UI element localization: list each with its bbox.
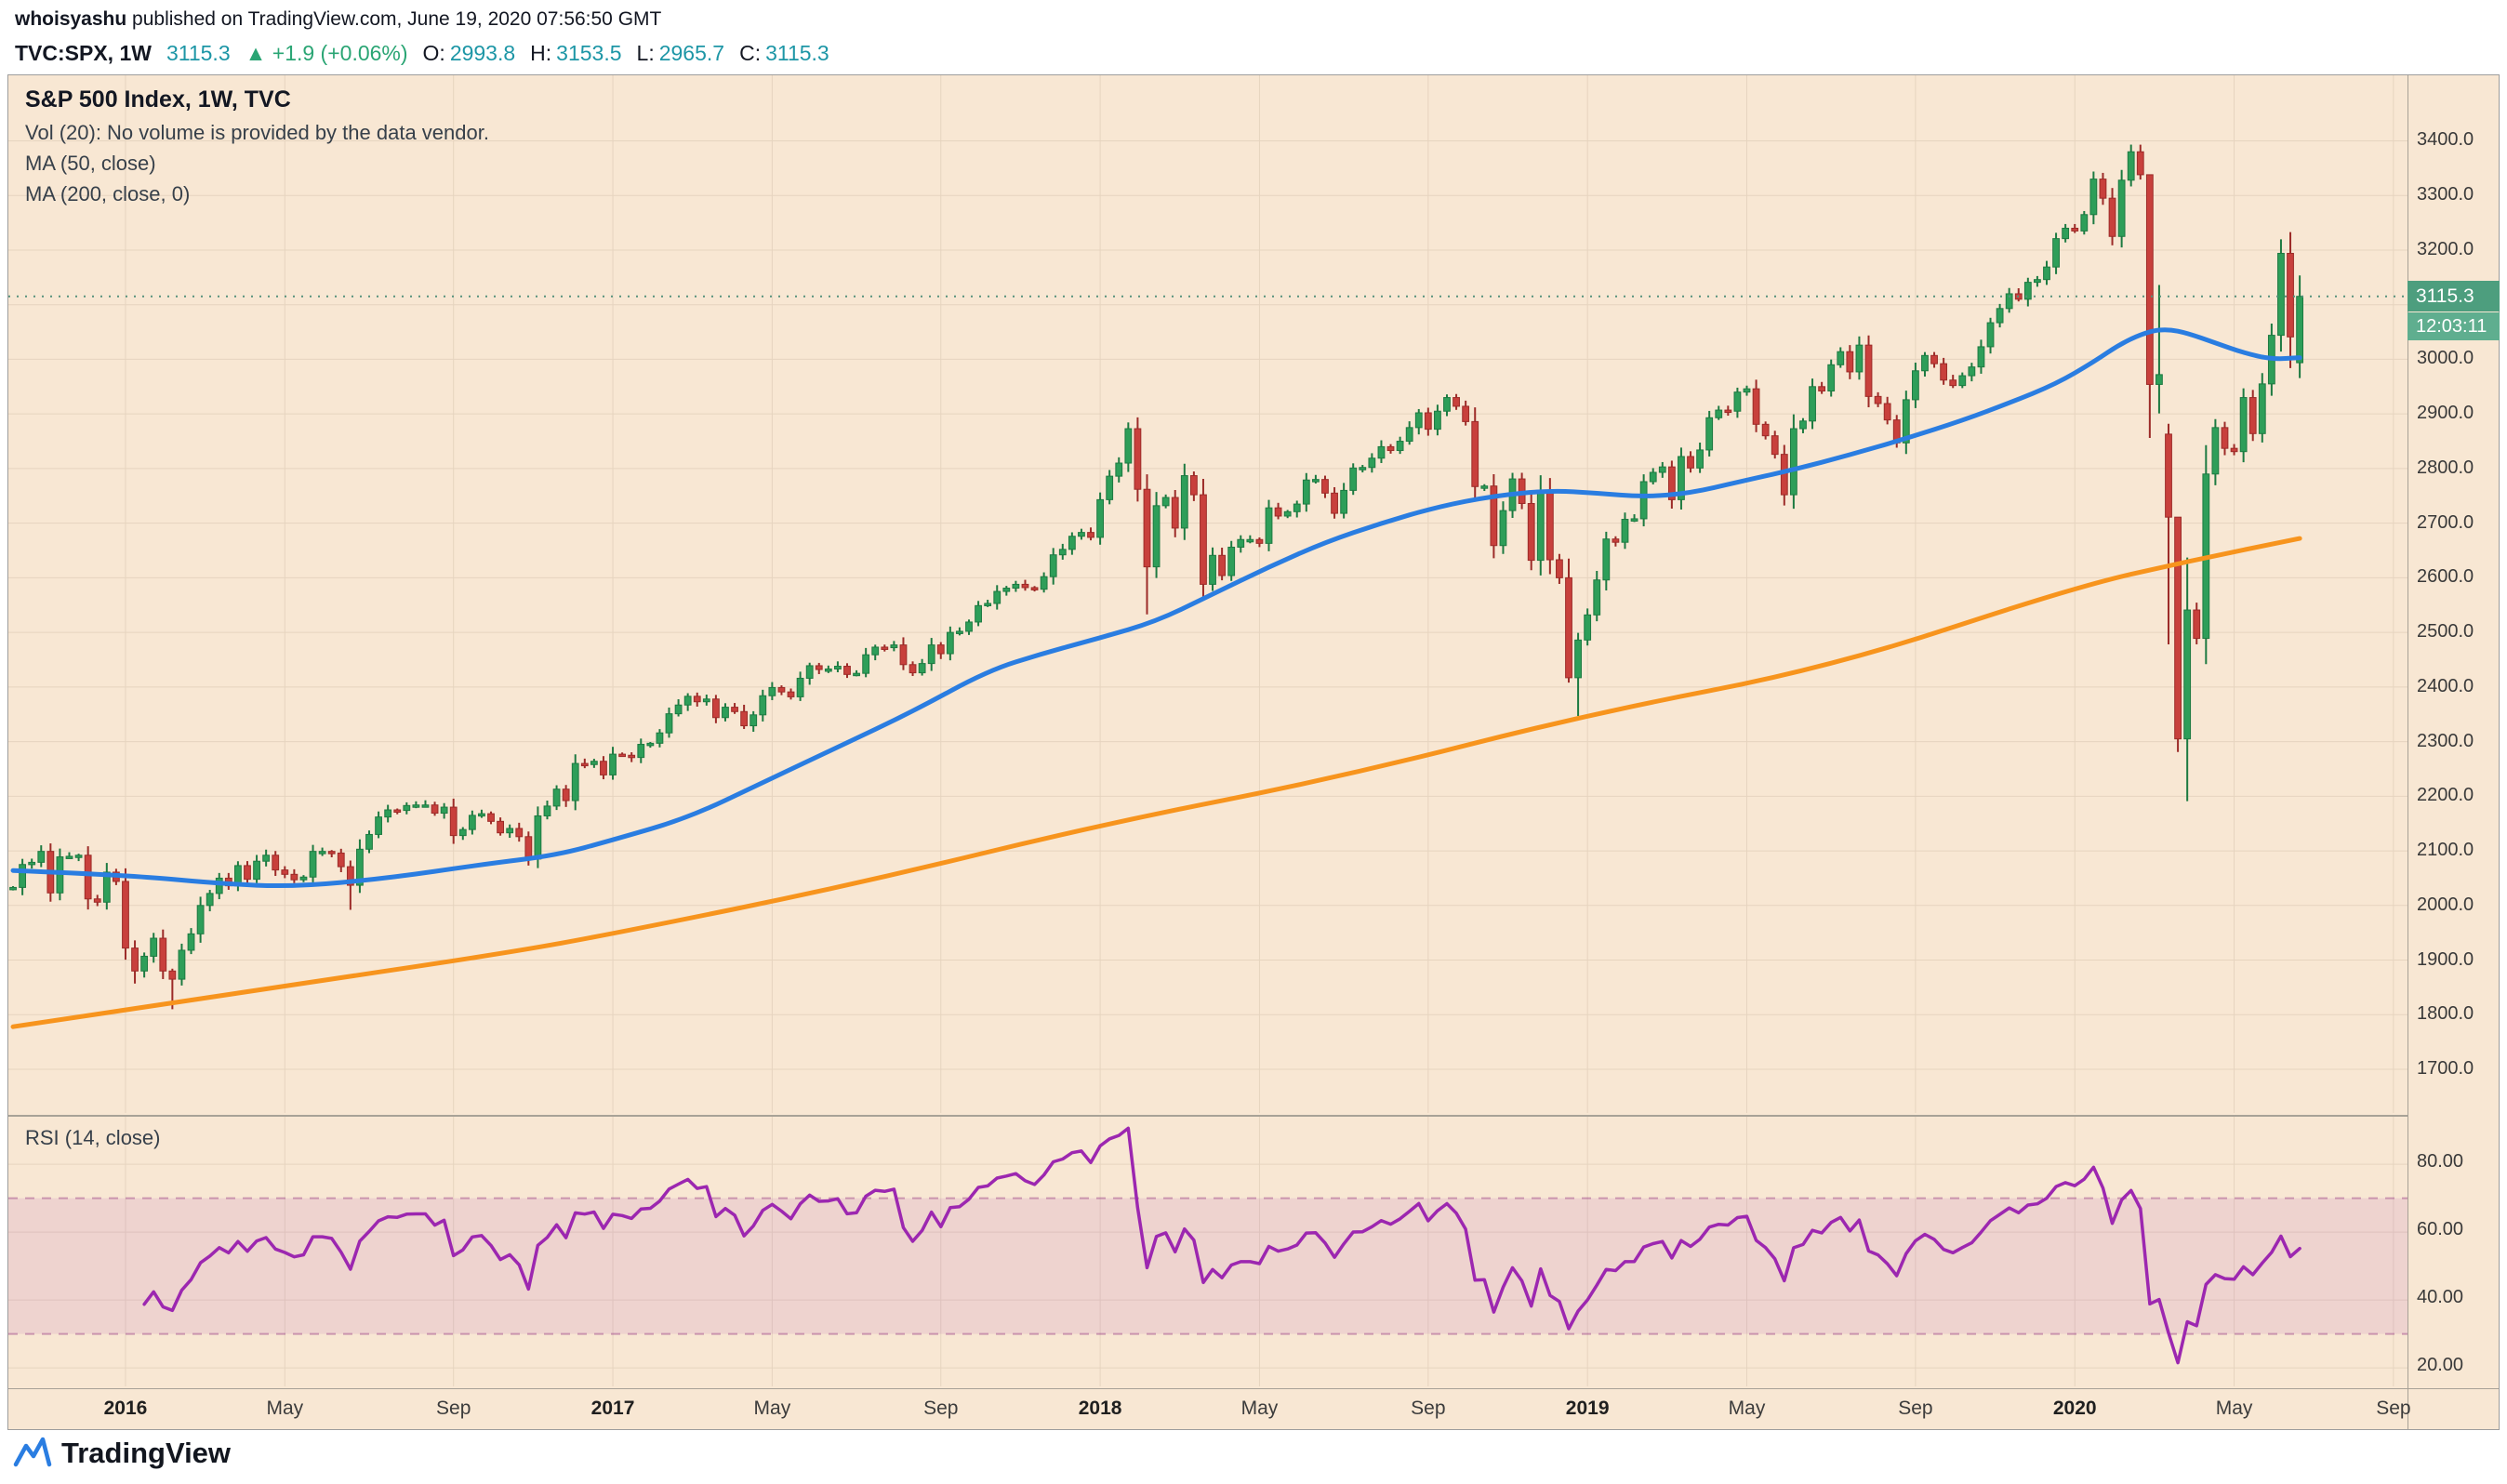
time-tick: May (2215, 1398, 2253, 1419)
publication-text: published on TradingView.com, June 19, 2… (126, 8, 662, 30)
chart-title[interactable]: S&P 500 Index, 1W, TVC (25, 86, 291, 113)
open-value: O: 2993.8 (422, 41, 516, 65)
time-tick: 2018 (1078, 1398, 1122, 1419)
price-tick: 2700.0 (2417, 511, 2474, 533)
rsi-tick: 60.00 (2417, 1219, 2464, 1240)
main-price-pane[interactable]: S&P 500 Index, 1W, TVC Vol (20): No volu… (8, 75, 2408, 1113)
time-tick: Sep (436, 1398, 471, 1419)
price-tick: 2200.0 (2417, 785, 2474, 806)
price-tick: 3400.0 (2417, 129, 2474, 151)
price-tick: 2400.0 (2417, 675, 2474, 696)
main-chart-canvas[interactable] (8, 75, 2408, 1113)
price-tick: 2600.0 (2417, 566, 2474, 588)
main-legend: S&P 500 Index, 1W, TVC Vol (20): No volu… (25, 86, 489, 206)
change-text: +1.9 (+0.06%) (272, 41, 408, 65)
time-tick: May (1728, 1398, 1766, 1419)
low-value: L: 2965.7 (636, 41, 725, 65)
rsi-tick: 40.00 (2417, 1287, 2464, 1308)
price-tick: 2100.0 (2417, 840, 2474, 861)
ma200-study-label[interactable]: MA (200, close, 0) (25, 182, 191, 205)
chart-frame: S&P 500 Index, 1W, TVC Vol (20): No volu… (7, 74, 2500, 1430)
publication-line: whoisyashu published on TradingView.com,… (15, 8, 661, 31)
price-change: ▲ +1.9 (+0.06%) (245, 41, 408, 66)
price-tick: 1800.0 (2417, 1003, 2474, 1025)
price-tick: 2000.0 (2417, 894, 2474, 915)
time-axis[interactable]: 2016 May Sep 2017 May Sep 2018 May Sep 2019 May Sep… (8, 1388, 2499, 1429)
rsi-tick: 80.00 (2417, 1151, 2464, 1173)
price-tick: 2900.0 (2417, 403, 2474, 424)
last-price-badge: 3115.3 (2408, 281, 2500, 311)
time-tick: Sep (923, 1398, 959, 1419)
rsi-study-label[interactable]: RSI (14, close) (25, 1126, 161, 1149)
price-tick: 3000.0 (2417, 348, 2474, 369)
ma50-study-label[interactable]: MA (50, close) (25, 152, 156, 175)
tradingview-brand-text[interactable]: TradingView (61, 1437, 232, 1469)
volume-study-label[interactable]: Vol (20): No volume is provided by the d… (25, 121, 489, 144)
price-axis[interactable]: 3400.0 3300.0 3200.0 3000.0 2900.0 2800.0 2700… (2408, 75, 2500, 1429)
time-tick: 2019 (1565, 1398, 1610, 1419)
time-tick: 2016 (103, 1398, 148, 1419)
time-tick: Sep (2376, 1398, 2411, 1419)
tradingview-logo-icon[interactable] (13, 1436, 52, 1471)
price-tick: 1700.0 (2417, 1058, 2474, 1079)
time-tick: May (753, 1398, 791, 1419)
time-tick: May (1240, 1398, 1279, 1419)
close-value: C: 3115.3 (739, 41, 829, 65)
author-name: whoisyashu (15, 8, 127, 30)
time-tick: Sep (1898, 1398, 1933, 1419)
price-tick: 2800.0 (2417, 457, 2474, 478)
last-price-value: 3115.3 (166, 41, 231, 65)
time-tick: 2017 (590, 1398, 635, 1419)
high-value: H: 3153.5 (530, 41, 622, 65)
rsi-chart-canvas[interactable] (8, 1117, 2408, 1386)
rsi-tick: 20.00 (2417, 1355, 2464, 1376)
symbol-name[interactable]: TVC:SPX, 1W (15, 41, 152, 65)
up-triangle-icon: ▲ (245, 41, 267, 65)
symbol-ohlc-bar: TVC:SPX, 1W 3115.3 ▲ +1.9 (+0.06%) O: 299… (15, 41, 829, 66)
footer: TradingView (13, 1436, 231, 1471)
bar-countdown-badge: 12:03:11 (2408, 312, 2500, 340)
time-tick: May (266, 1398, 304, 1419)
price-tick: 1900.0 (2417, 948, 2474, 970)
price-tick: 3300.0 (2417, 184, 2474, 205)
price-tick: 3200.0 (2417, 238, 2474, 259)
price-tick: 2300.0 (2417, 730, 2474, 751)
time-tick: 2020 (2052, 1398, 2097, 1419)
rsi-pane[interactable]: RSI (14, close) (8, 1115, 2408, 1386)
price-tick: 2500.0 (2417, 621, 2474, 643)
time-tick: Sep (1411, 1398, 1446, 1419)
